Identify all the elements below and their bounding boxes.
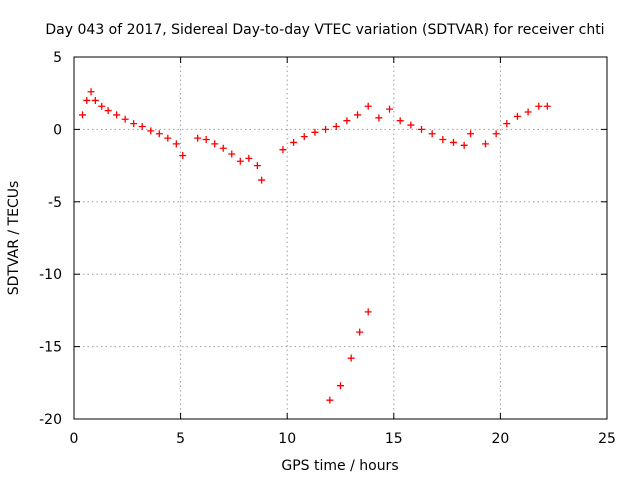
data-point bbox=[364, 308, 372, 316]
data-point bbox=[104, 107, 112, 115]
data-point bbox=[418, 125, 426, 133]
plot-frame bbox=[73, 56, 608, 420]
data-point bbox=[147, 127, 155, 135]
x-tick-label: 0 bbox=[70, 431, 79, 447]
data-point bbox=[253, 162, 261, 170]
data-point bbox=[513, 112, 521, 120]
data-point bbox=[300, 133, 308, 141]
x-tick-label: 15 bbox=[385, 431, 403, 447]
data-point bbox=[407, 121, 415, 129]
data-point bbox=[524, 108, 532, 116]
y-tick-label: -20 bbox=[39, 412, 62, 428]
x-tick-label: 25 bbox=[598, 431, 616, 447]
y-tick-label: -5 bbox=[48, 195, 62, 211]
data-point bbox=[236, 157, 244, 165]
grid bbox=[74, 57, 607, 419]
x-tick-label: 20 bbox=[491, 431, 509, 447]
data-point bbox=[211, 140, 219, 148]
data-point bbox=[347, 354, 355, 362]
y-tick-label: -10 bbox=[39, 267, 62, 283]
data-point bbox=[91, 96, 99, 104]
axis-ticks bbox=[73, 56, 608, 420]
data-point bbox=[535, 102, 543, 110]
data-points bbox=[79, 88, 551, 404]
data-point bbox=[130, 120, 138, 128]
data-point bbox=[258, 176, 266, 184]
data-point bbox=[322, 125, 330, 133]
data-point bbox=[354, 111, 362, 119]
data-point bbox=[343, 117, 351, 125]
data-point bbox=[460, 141, 468, 149]
data-point bbox=[492, 130, 500, 138]
data-point bbox=[172, 140, 180, 148]
data-point bbox=[279, 146, 287, 154]
data-point bbox=[164, 134, 172, 142]
data-point bbox=[439, 136, 447, 144]
data-point bbox=[467, 130, 475, 138]
y-tick-label: -15 bbox=[39, 340, 62, 356]
data-point bbox=[311, 128, 319, 136]
data-point bbox=[503, 120, 511, 128]
data-point bbox=[98, 102, 106, 110]
data-point bbox=[79, 111, 87, 119]
data-point bbox=[228, 150, 236, 158]
data-point bbox=[364, 102, 372, 110]
x-tick-label: 5 bbox=[176, 431, 185, 447]
data-point bbox=[83, 96, 91, 104]
data-point bbox=[386, 105, 394, 113]
data-point bbox=[481, 140, 489, 148]
data-point bbox=[245, 154, 253, 162]
data-point bbox=[121, 115, 129, 123]
data-point bbox=[138, 123, 146, 131]
y-tick-label: 0 bbox=[53, 122, 62, 138]
data-point bbox=[194, 134, 202, 142]
data-point bbox=[375, 114, 383, 122]
data-point bbox=[356, 328, 364, 336]
data-point bbox=[87, 88, 95, 96]
data-point bbox=[543, 102, 551, 110]
data-point bbox=[113, 111, 121, 119]
data-point bbox=[396, 117, 404, 125]
data-point bbox=[337, 382, 344, 390]
data-point bbox=[155, 130, 163, 138]
data-point bbox=[428, 130, 436, 138]
y-axis-label: SDTVAR / TECUs bbox=[6, 181, 22, 296]
x-axis-label: GPS time / hours bbox=[281, 458, 398, 474]
x-tick-label: 10 bbox=[278, 431, 296, 447]
tick-labels: 0 5 10 15 20 25 5 0 -5 -10 -15 -20 bbox=[39, 50, 616, 447]
chart-title: Day 043 of 2017, Sidereal Day-to-day VTE… bbox=[45, 22, 604, 38]
data-point bbox=[179, 151, 187, 159]
data-point bbox=[332, 123, 340, 131]
data-point bbox=[219, 144, 227, 152]
data-point bbox=[290, 138, 298, 146]
data-point bbox=[202, 136, 210, 144]
data-point bbox=[326, 396, 334, 404]
data-point bbox=[449, 138, 457, 146]
y-tick-label: 5 bbox=[53, 50, 62, 66]
